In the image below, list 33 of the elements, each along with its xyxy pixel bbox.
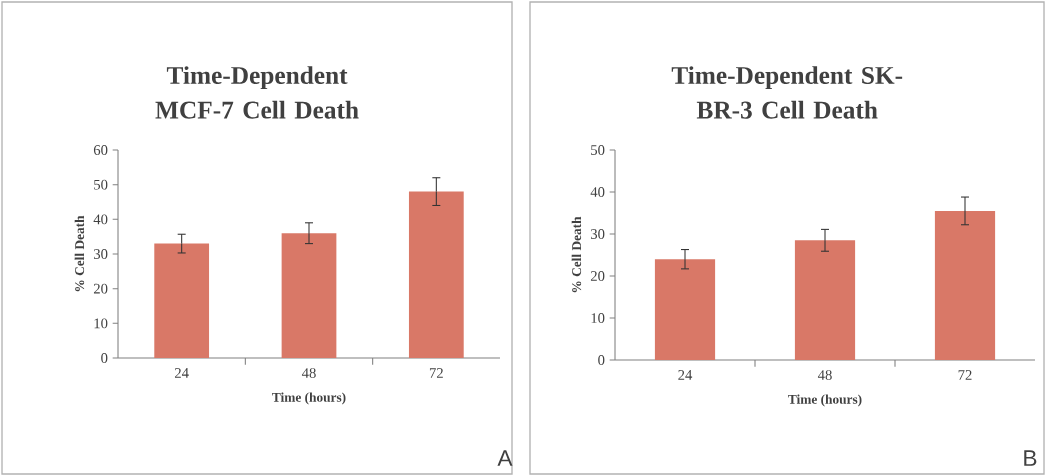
y-tick-label: 20 (590, 271, 605, 281)
y-tick-label: 10 (591, 313, 605, 323)
y-tick-label: 0 (598, 355, 605, 365)
x-tick-label: 24 (174, 368, 189, 378)
text: A (497, 450, 513, 466)
bar (154, 243, 210, 358)
y-axis-title: % Cell Death (74, 215, 85, 292)
x-tick-label: 72 (958, 370, 972, 380)
bar (934, 210, 996, 360)
y-tick-label: 50 (591, 145, 605, 155)
x-axis-title: Time (hours) (788, 394, 862, 407)
y-tick-label: 60 (93, 145, 108, 155)
x-tick-label: 72 (429, 368, 443, 378)
bar (654, 259, 716, 360)
y-tick-label: 30 (94, 249, 108, 259)
chart-title: Time-Dependent SK-BR-3 Cell Death (671, 66, 903, 119)
x-axis-title: Time (hours) (272, 392, 346, 405)
text: B (1024, 450, 1037, 466)
bar (408, 191, 464, 358)
bar (794, 240, 856, 360)
x-tick-label: 24 (678, 370, 693, 380)
y-tick-label: 20 (93, 283, 108, 294)
y-tick-label: 40 (590, 187, 605, 197)
chart-title: Time-Dependent MCF-7 Cell Death (155, 66, 359, 119)
y-tick-label: 0 (101, 353, 108, 363)
y-tick-label: 40 (93, 214, 108, 225)
y-axis-title: % Cell Death (571, 216, 582, 293)
y-tick-label: 50 (94, 179, 108, 190)
x-tick-label: 48 (817, 370, 832, 380)
bar (281, 233, 337, 358)
y-tick-label: 10 (94, 318, 108, 329)
x-tick-label: 48 (301, 368, 316, 378)
y-tick-label: 30 (591, 229, 605, 239)
